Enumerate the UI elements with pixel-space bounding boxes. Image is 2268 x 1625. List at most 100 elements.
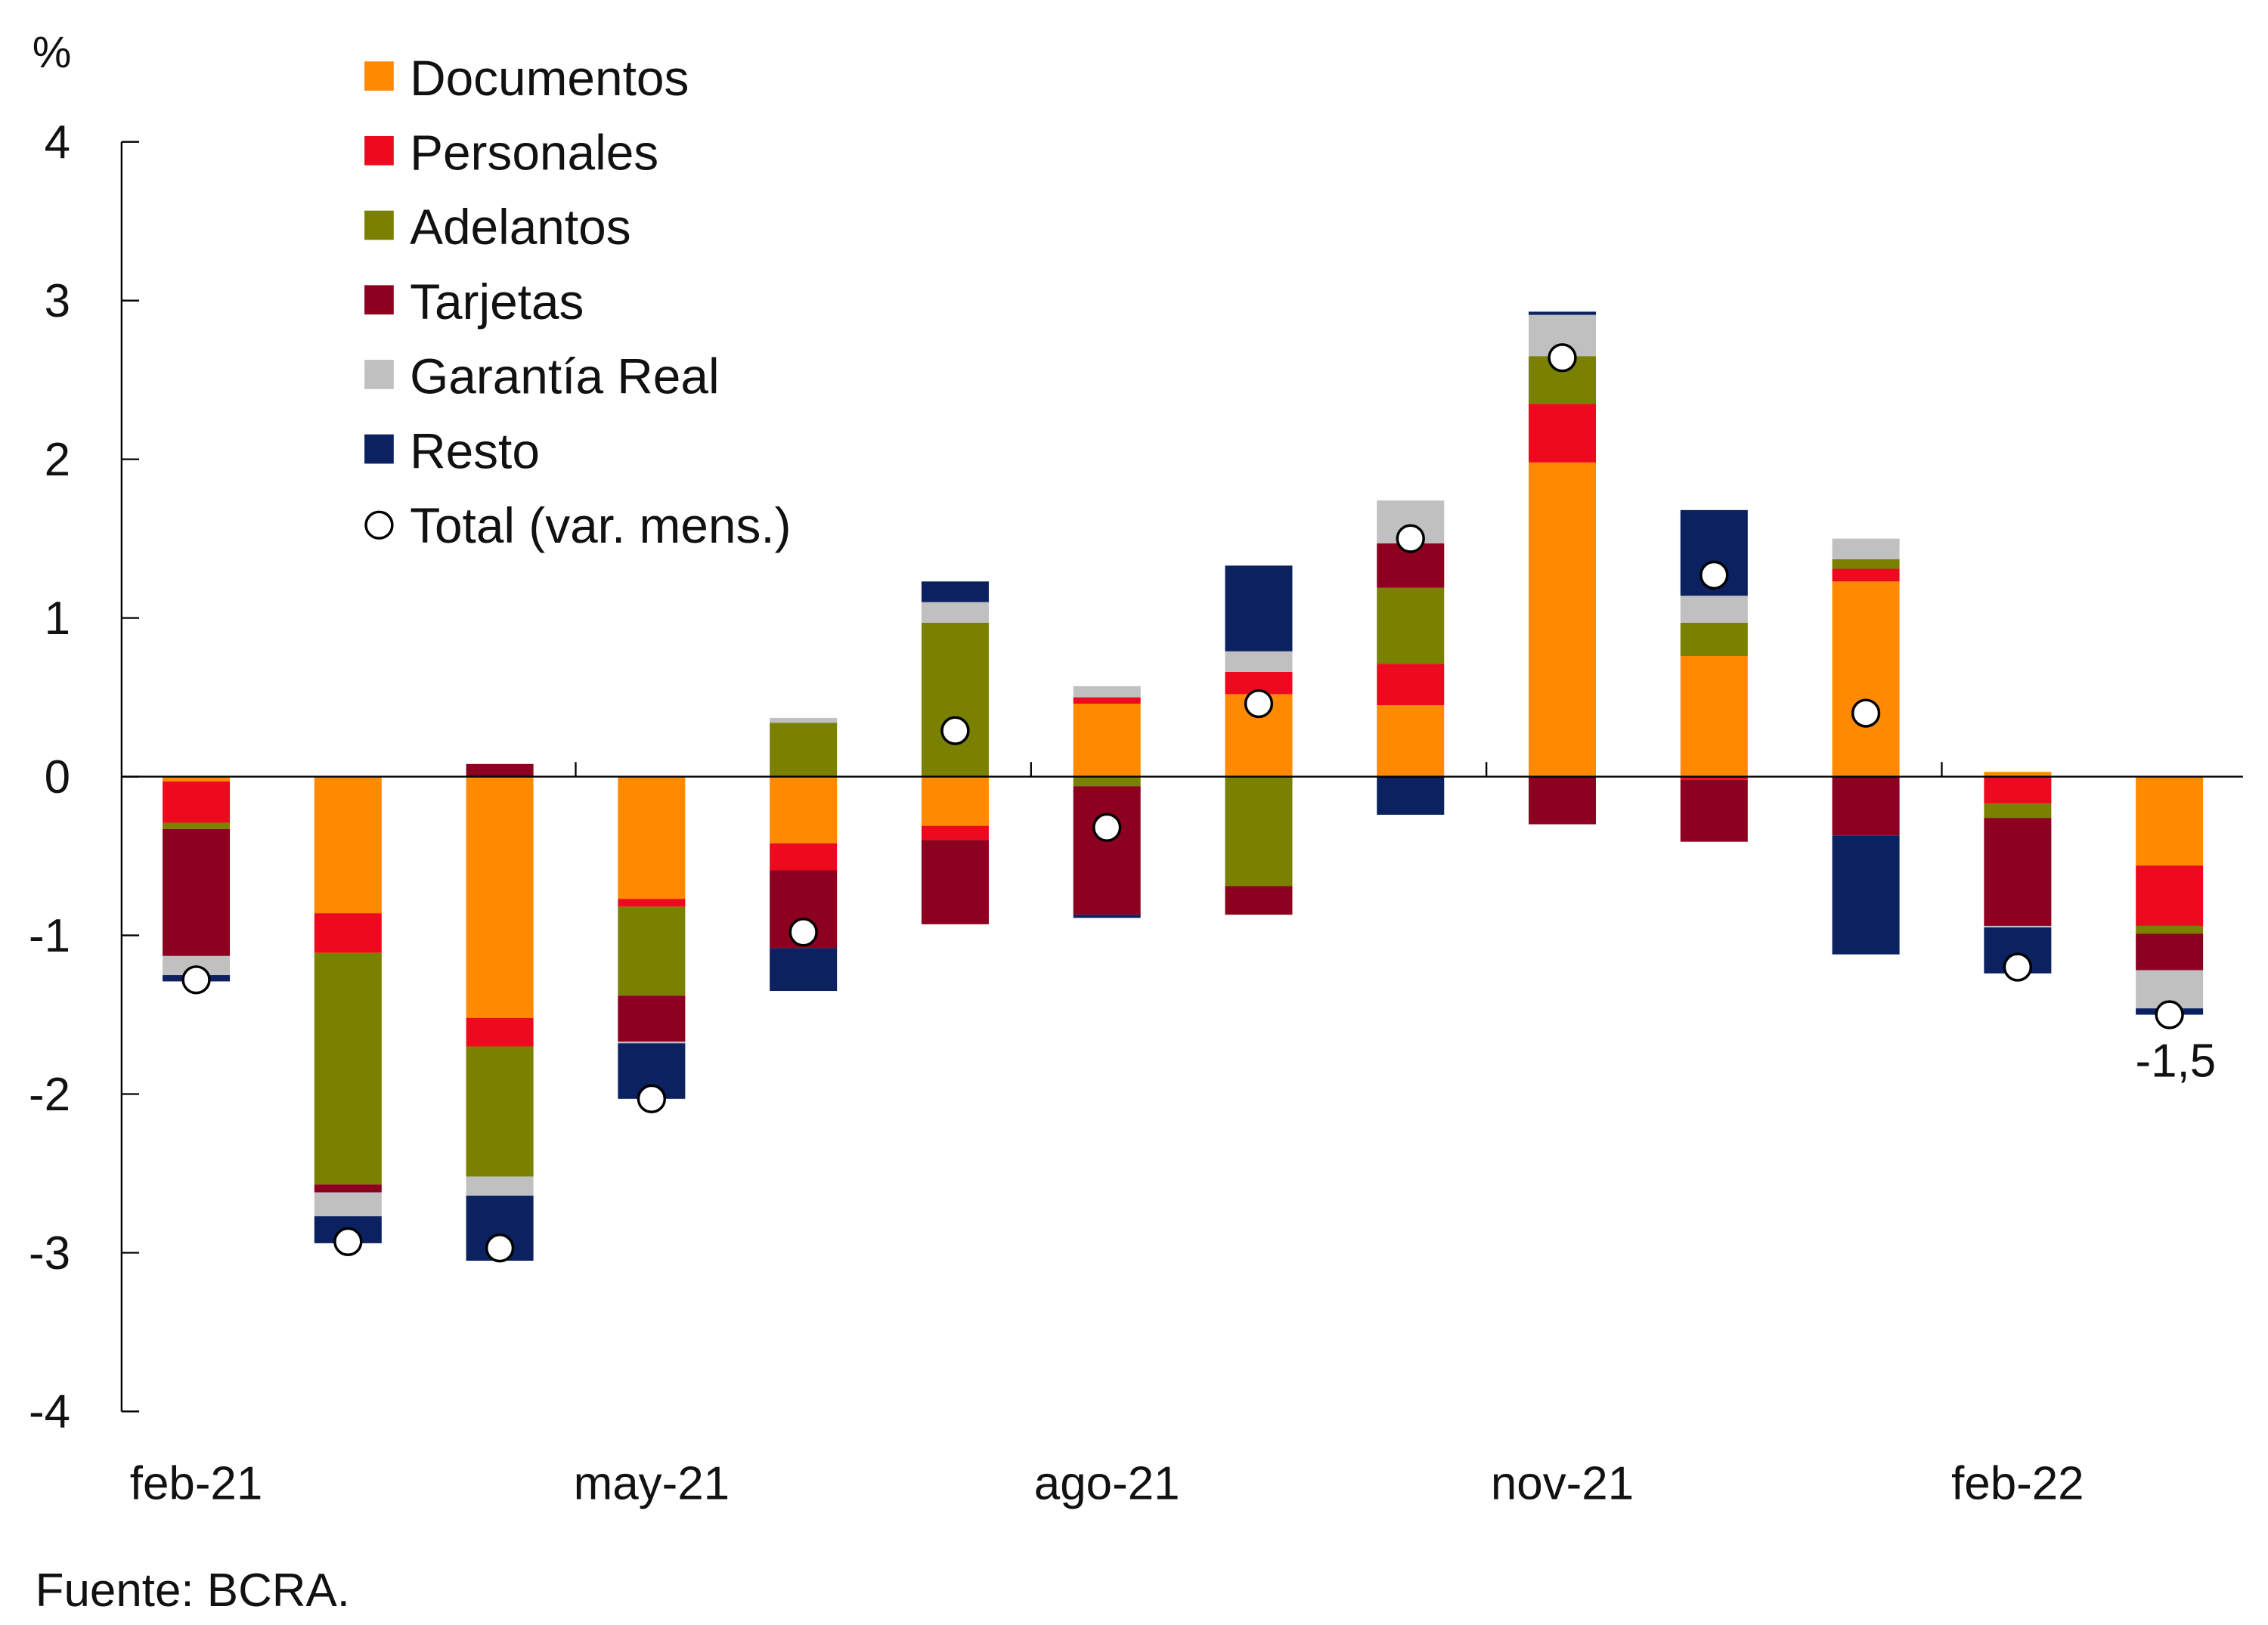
bar-segment-documentos: [1073, 704, 1141, 777]
bar-segment-personales: [1529, 404, 1597, 463]
bar-segment-documentos: [1832, 581, 1900, 777]
total-marker: [333, 1227, 363, 1256]
y-tick-label: -4: [29, 1386, 70, 1438]
bar-segment-tarjetas: [618, 995, 686, 1042]
y-tick-label: 2: [45, 434, 70, 486]
bar-segment-garant-a-real: [770, 717, 838, 723]
bar-segment-resto: [1377, 776, 1445, 815]
bar-segment-adelantos: [163, 822, 231, 829]
bar-segment-tarjetas: [1680, 779, 1748, 842]
y-tick-label: 3: [45, 275, 70, 327]
bar-segment-resto: [1225, 565, 1293, 652]
bar-segment-adelantos: [1832, 559, 1900, 569]
legend-swatch: [364, 360, 394, 389]
y-tick-label: -3: [29, 1227, 70, 1280]
total-marker: [1244, 689, 1274, 719]
total-marker: [485, 1233, 515, 1263]
bar-segment-adelantos: [1377, 587, 1445, 664]
legend-swatch: [364, 210, 394, 240]
total-marker: [789, 918, 818, 947]
bar-segment-adelantos: [921, 622, 989, 777]
x-tick-label: nov-21: [1491, 1458, 1634, 1510]
total-marker: [2003, 952, 2033, 982]
total-marker: [637, 1084, 667, 1113]
x-tick-label: feb-22: [1951, 1458, 2084, 1510]
bar-segment-garant-a-real: [921, 602, 989, 623]
bar-segment-personales: [618, 899, 686, 907]
last-value-annotation: -1,5: [2136, 1035, 2217, 1087]
legend-swatch: [364, 285, 394, 315]
bar-segment-adelantos: [1073, 776, 1141, 787]
y-tick-label: 4: [45, 116, 70, 169]
bar-segment-resto: [1529, 311, 1597, 315]
bar-segment-personales: [1832, 568, 1900, 582]
bar-segment-documentos: [2136, 776, 2204, 866]
bar-segment-garant-a-real: [1984, 925, 2052, 928]
legend: Documentos Personales Adelantos Tarjetas Gar…: [364, 50, 792, 553]
bar-segment-personales: [2136, 865, 2204, 926]
bar-segment-adelantos: [1225, 776, 1293, 887]
bar-segment-personales: [1984, 776, 2052, 804]
x-tick-label: feb-21: [130, 1458, 263, 1510]
bar-segment-tarjetas: [466, 763, 534, 777]
bar-segment-garant-a-real: [466, 1176, 534, 1196]
total-marker: [181, 965, 211, 995]
source-note: Fuente: BCRA.: [36, 1565, 350, 1617]
legend-label: Personales: [410, 124, 658, 180]
y-axis: 4 3 2 1 0 -1 -2 -3 -4: [29, 116, 140, 1438]
bar-segment-adelantos: [466, 1046, 534, 1177]
bar-segment-adelantos: [1984, 803, 2052, 819]
bar-segment-personales: [314, 913, 382, 953]
legend-label: Resto: [410, 422, 540, 478]
bar-segment-tarjetas: [1225, 886, 1293, 915]
x-tick-label: may-21: [574, 1458, 730, 1510]
bar-segment-resto: [921, 581, 989, 602]
total-marker: [1396, 524, 1425, 553]
bar-segment-documentos: [770, 776, 838, 843]
bar-segment-personales: [163, 781, 231, 823]
y-unit-label: %: [33, 28, 72, 77]
bar-segment-documentos: [921, 776, 989, 826]
bar-segment-resto: [770, 948, 838, 992]
bar-segment-documentos: [1984, 772, 2052, 777]
legend-label: Adelantos: [410, 199, 631, 255]
bar-segment-tarjetas: [921, 840, 989, 924]
legend-swatch: [364, 61, 394, 91]
bar-segment-garant-a-real: [1073, 686, 1141, 698]
total-marker: [2155, 1000, 2184, 1029]
bar-segment-personales: [466, 1017, 534, 1047]
bar-segment-documentos: [163, 776, 231, 782]
bar-segment-garant-a-real: [1225, 651, 1293, 673]
total-marker: [1699, 560, 1729, 590]
bar-segment-personales: [1377, 664, 1445, 706]
total-marker: [1548, 343, 1577, 373]
total-marker: [1092, 812, 1122, 842]
bars: [163, 311, 2204, 1261]
bar-segment-personales: [770, 843, 838, 871]
bar-segment-adelantos: [2136, 925, 2204, 934]
bar-segment-documentos: [1529, 462, 1597, 777]
y-tick-label: -2: [29, 1069, 70, 1121]
legend-swatch: [364, 135, 394, 166]
bar-segment-personales: [921, 825, 989, 840]
bar-segment-personales: [1680, 776, 1748, 780]
bar-segment-tarjetas: [2136, 933, 2204, 970]
bar-segment-documentos: [1377, 705, 1445, 777]
bar-segment-documentos: [314, 776, 382, 914]
total-marker: [1851, 698, 1881, 728]
bar-segment-resto: [1832, 835, 1900, 955]
bar-segment-garant-a-real: [618, 1042, 686, 1044]
bar-segment-garant-a-real: [314, 1192, 382, 1217]
bar-segment-tarjetas: [1073, 786, 1141, 915]
y-tick-label: 1: [45, 593, 70, 645]
bar-segment-tarjetas: [1984, 818, 2052, 926]
bar-segment-documentos: [1680, 656, 1748, 777]
bar-segment-resto: [1073, 915, 1141, 918]
total-marker: [940, 716, 970, 745]
legend-label: Documentos: [410, 50, 689, 106]
bar-segment-garant-a-real: [1680, 596, 1748, 623]
bar-segment-documentos: [618, 776, 686, 899]
y-tick-label: 0: [45, 751, 70, 803]
legend-label: Tarjetas: [410, 274, 584, 330]
